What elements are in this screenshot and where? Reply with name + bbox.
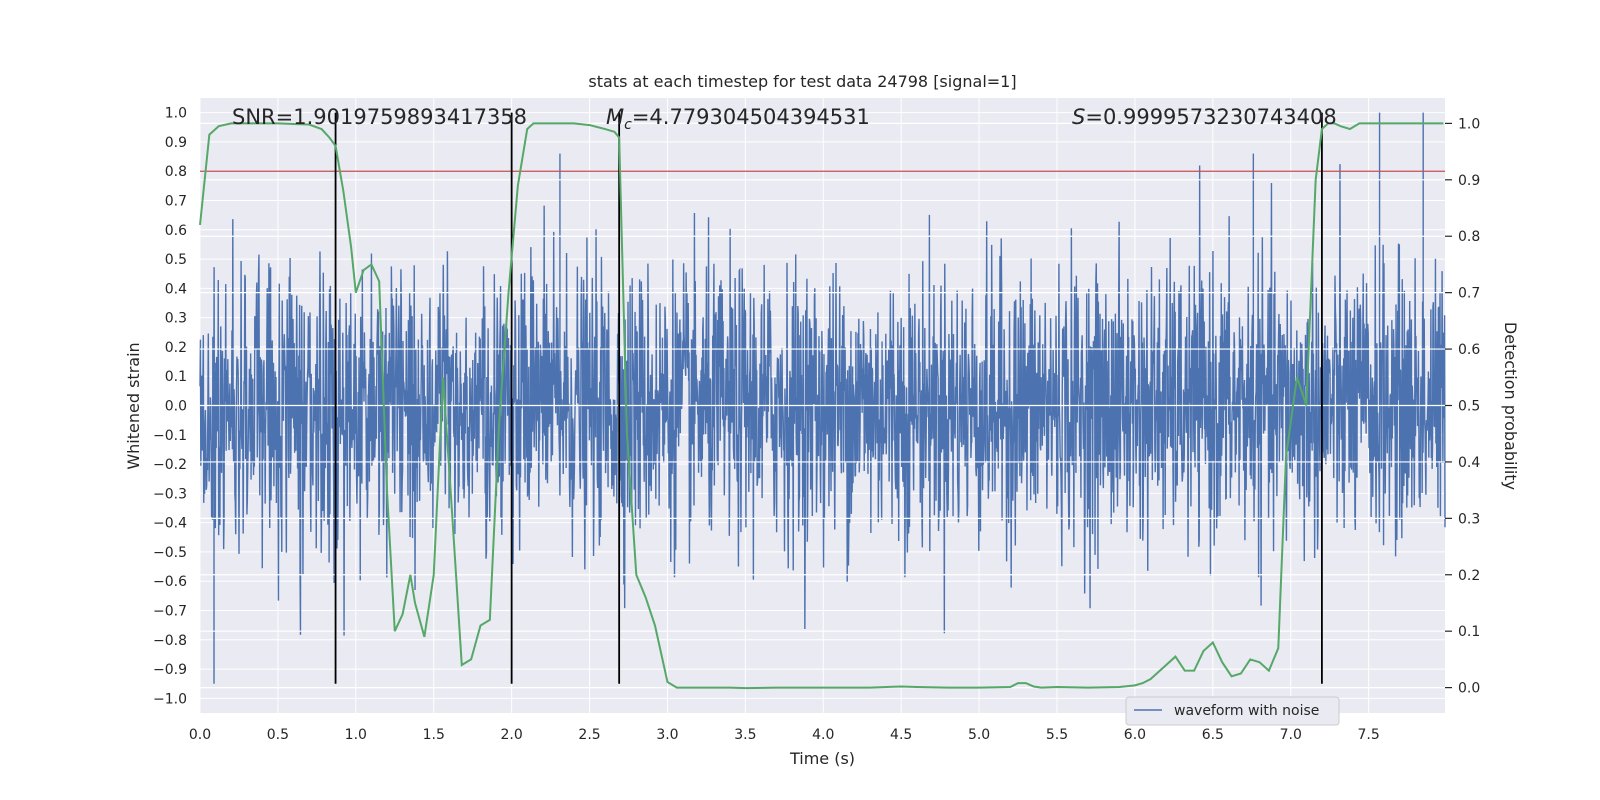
y-tick-label: 1.0 <box>165 106 187 122</box>
y2-tick-label: 0.1 <box>1458 624 1480 640</box>
x-tick-label: 4.0 <box>812 727 834 743</box>
y2-tick-label: 0.7 <box>1458 286 1480 302</box>
y2-tick-label: 0.4 <box>1458 455 1480 471</box>
y-tick-label: 0.8 <box>165 164 187 180</box>
x-tick-label: 0.5 <box>267 727 289 743</box>
y-tick-label: −0.3 <box>153 486 187 502</box>
x-tick-label: 2.0 <box>501 727 523 743</box>
x-tick-label: 5.0 <box>968 727 990 743</box>
x-axis-ticks: 0.0 0.5 1.0 1.5 2.0 2.5 3.0 3.5 4.0 4.5 5.0 5.5 6.0 6… <box>189 727 1380 743</box>
y-tick-label: −1.0 <box>153 691 187 707</box>
y-tick-label: 0.3 <box>165 311 187 327</box>
x-tick-label: 7.0 <box>1280 727 1302 743</box>
mc-value: =4.779304504394531 <box>632 105 870 129</box>
mc-symbol: M <box>606 105 624 129</box>
snr-annotation: SNR=1.9019759893417358 <box>232 105 527 129</box>
y-tick-label: −0.7 <box>153 604 187 620</box>
y-tick-label: −0.9 <box>153 662 187 678</box>
y2-tick-label: 0.9 <box>1458 173 1480 189</box>
x-tick-label: 4.5 <box>890 727 912 743</box>
x-tick-label: 1.0 <box>345 727 367 743</box>
y2-tick-label: 0.8 <box>1458 229 1480 245</box>
y-tick-label: 0.6 <box>165 223 187 239</box>
legend-label: waveform with noise <box>1174 703 1319 719</box>
y-axis-ticks: 1.0 0.9 0.8 0.7 0.6 0.5 0.4 0.3 0.2 0.1 0.0 −0.1 −0.… <box>153 106 187 708</box>
y-tick-label: −0.5 <box>153 545 187 561</box>
event-lines <box>334 112 1323 684</box>
x-tick-label: 6.0 <box>1124 727 1146 743</box>
y2-axis-ticks: 1.0 0.9 0.8 0.7 0.6 0.5 0.4 0.3 0.2 0.1 0.0 <box>1445 116 1480 697</box>
x-tick-label: 5.5 <box>1046 727 1068 743</box>
x-tick-label: 0.0 <box>189 727 211 743</box>
y-tick-label: −0.4 <box>153 516 187 532</box>
s-symbol: S <box>1072 105 1085 129</box>
legend-box <box>1125 696 1340 726</box>
x-tick-label: 6.5 <box>1202 727 1224 743</box>
chart-title: stats at each timestep for test data 247… <box>588 72 1016 91</box>
y-tick-label: 0.2 <box>165 340 187 356</box>
x-tick-label: 7.5 <box>1358 727 1380 743</box>
y-tick-label: −0.2 <box>153 457 187 473</box>
y2-tick-label: 0.2 <box>1458 568 1480 584</box>
y2-tick-label: 0.3 <box>1458 511 1480 527</box>
waveform-series <box>199 112 1446 684</box>
s-value: =0.9999573230743408 <box>1085 105 1336 129</box>
y-tick-label: 0.0 <box>165 399 187 415</box>
detection-probability-line <box>199 122 1444 690</box>
y-tick-label: 0.1 <box>165 369 187 385</box>
y-axis-label: Whitened strain <box>124 342 143 469</box>
y2-tick-label: 1.0 <box>1458 116 1480 132</box>
y-tick-label: −0.6 <box>153 574 187 590</box>
waveform-path <box>199 112 1446 684</box>
s-annotation: S=0.9999573230743408 <box>1072 105 1337 129</box>
mc-subscript: c <box>624 117 632 133</box>
y2-axis-label: Detection probability <box>1501 322 1520 490</box>
y2-tick-label: 0.5 <box>1458 399 1480 415</box>
x-tick-label: 2.5 <box>578 727 600 743</box>
y-tick-label: −0.8 <box>153 633 187 649</box>
y-tick-label: 0.4 <box>165 281 187 297</box>
y-tick-label: 0.9 <box>165 135 187 151</box>
probability-grid-lines <box>200 122 1445 689</box>
x-tick-label: 1.5 <box>423 727 445 743</box>
y2-tick-label: 0.0 <box>1458 681 1480 697</box>
y2-tick-label: 0.6 <box>1458 342 1480 358</box>
mc-annotation: Mc=4.779304504394531 <box>606 105 870 133</box>
x-axis-label: Time (s) <box>789 749 855 768</box>
x-tick-label: 3.0 <box>656 727 678 743</box>
y-tick-label: −0.1 <box>153 428 187 444</box>
y-tick-label: 0.7 <box>165 194 187 210</box>
x-tick-label: 3.5 <box>734 727 756 743</box>
legend: waveform with noise <box>1125 696 1340 726</box>
y-tick-label: 0.5 <box>165 252 187 268</box>
